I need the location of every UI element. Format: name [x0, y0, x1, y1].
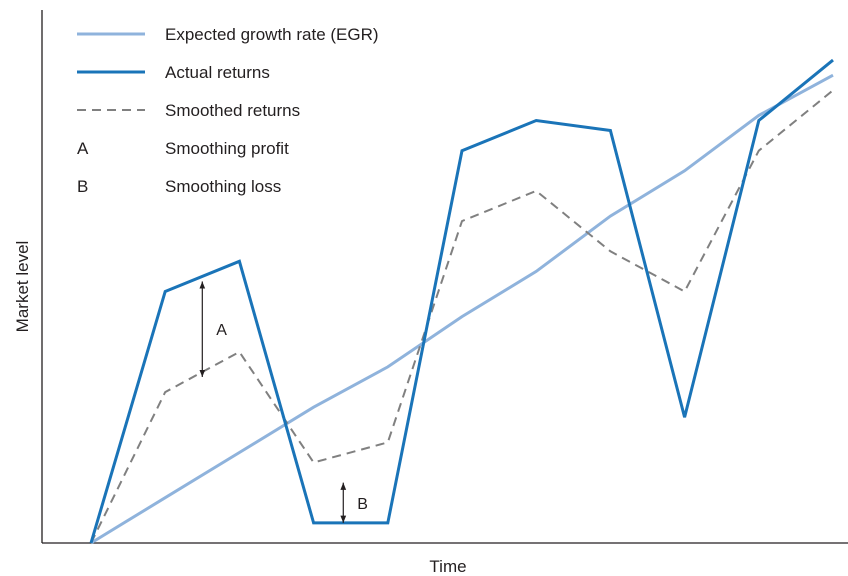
series-line-0	[90, 73, 834, 545]
annotation-layer: AB	[199, 281, 368, 523]
annotation-label-b: B	[357, 496, 368, 513]
legend-label-0: Expected growth rate (EGR)	[165, 25, 379, 44]
series-layer	[89, 58, 834, 545]
x-axis-label: Time	[429, 557, 466, 576]
series-line-1	[89, 58, 834, 544]
legend-key-symbol-b: B	[77, 177, 88, 196]
plot-area: AB	[41, 10, 848, 545]
legend-key-text-b: Smoothing loss	[165, 177, 281, 196]
series-line-2	[90, 89, 834, 544]
annotation-label-a: A	[216, 322, 227, 339]
legend: Expected growth rate (EGR) Actual returns…	[77, 25, 379, 196]
legend-label-2: Smoothed returns	[165, 101, 300, 120]
legend-key-symbol-a: A	[77, 139, 89, 158]
legend-key-text-a: Smoothing profit	[165, 139, 289, 158]
y-axis-label: Market level	[13, 241, 32, 333]
legend-label-1: Actual returns	[165, 63, 270, 82]
